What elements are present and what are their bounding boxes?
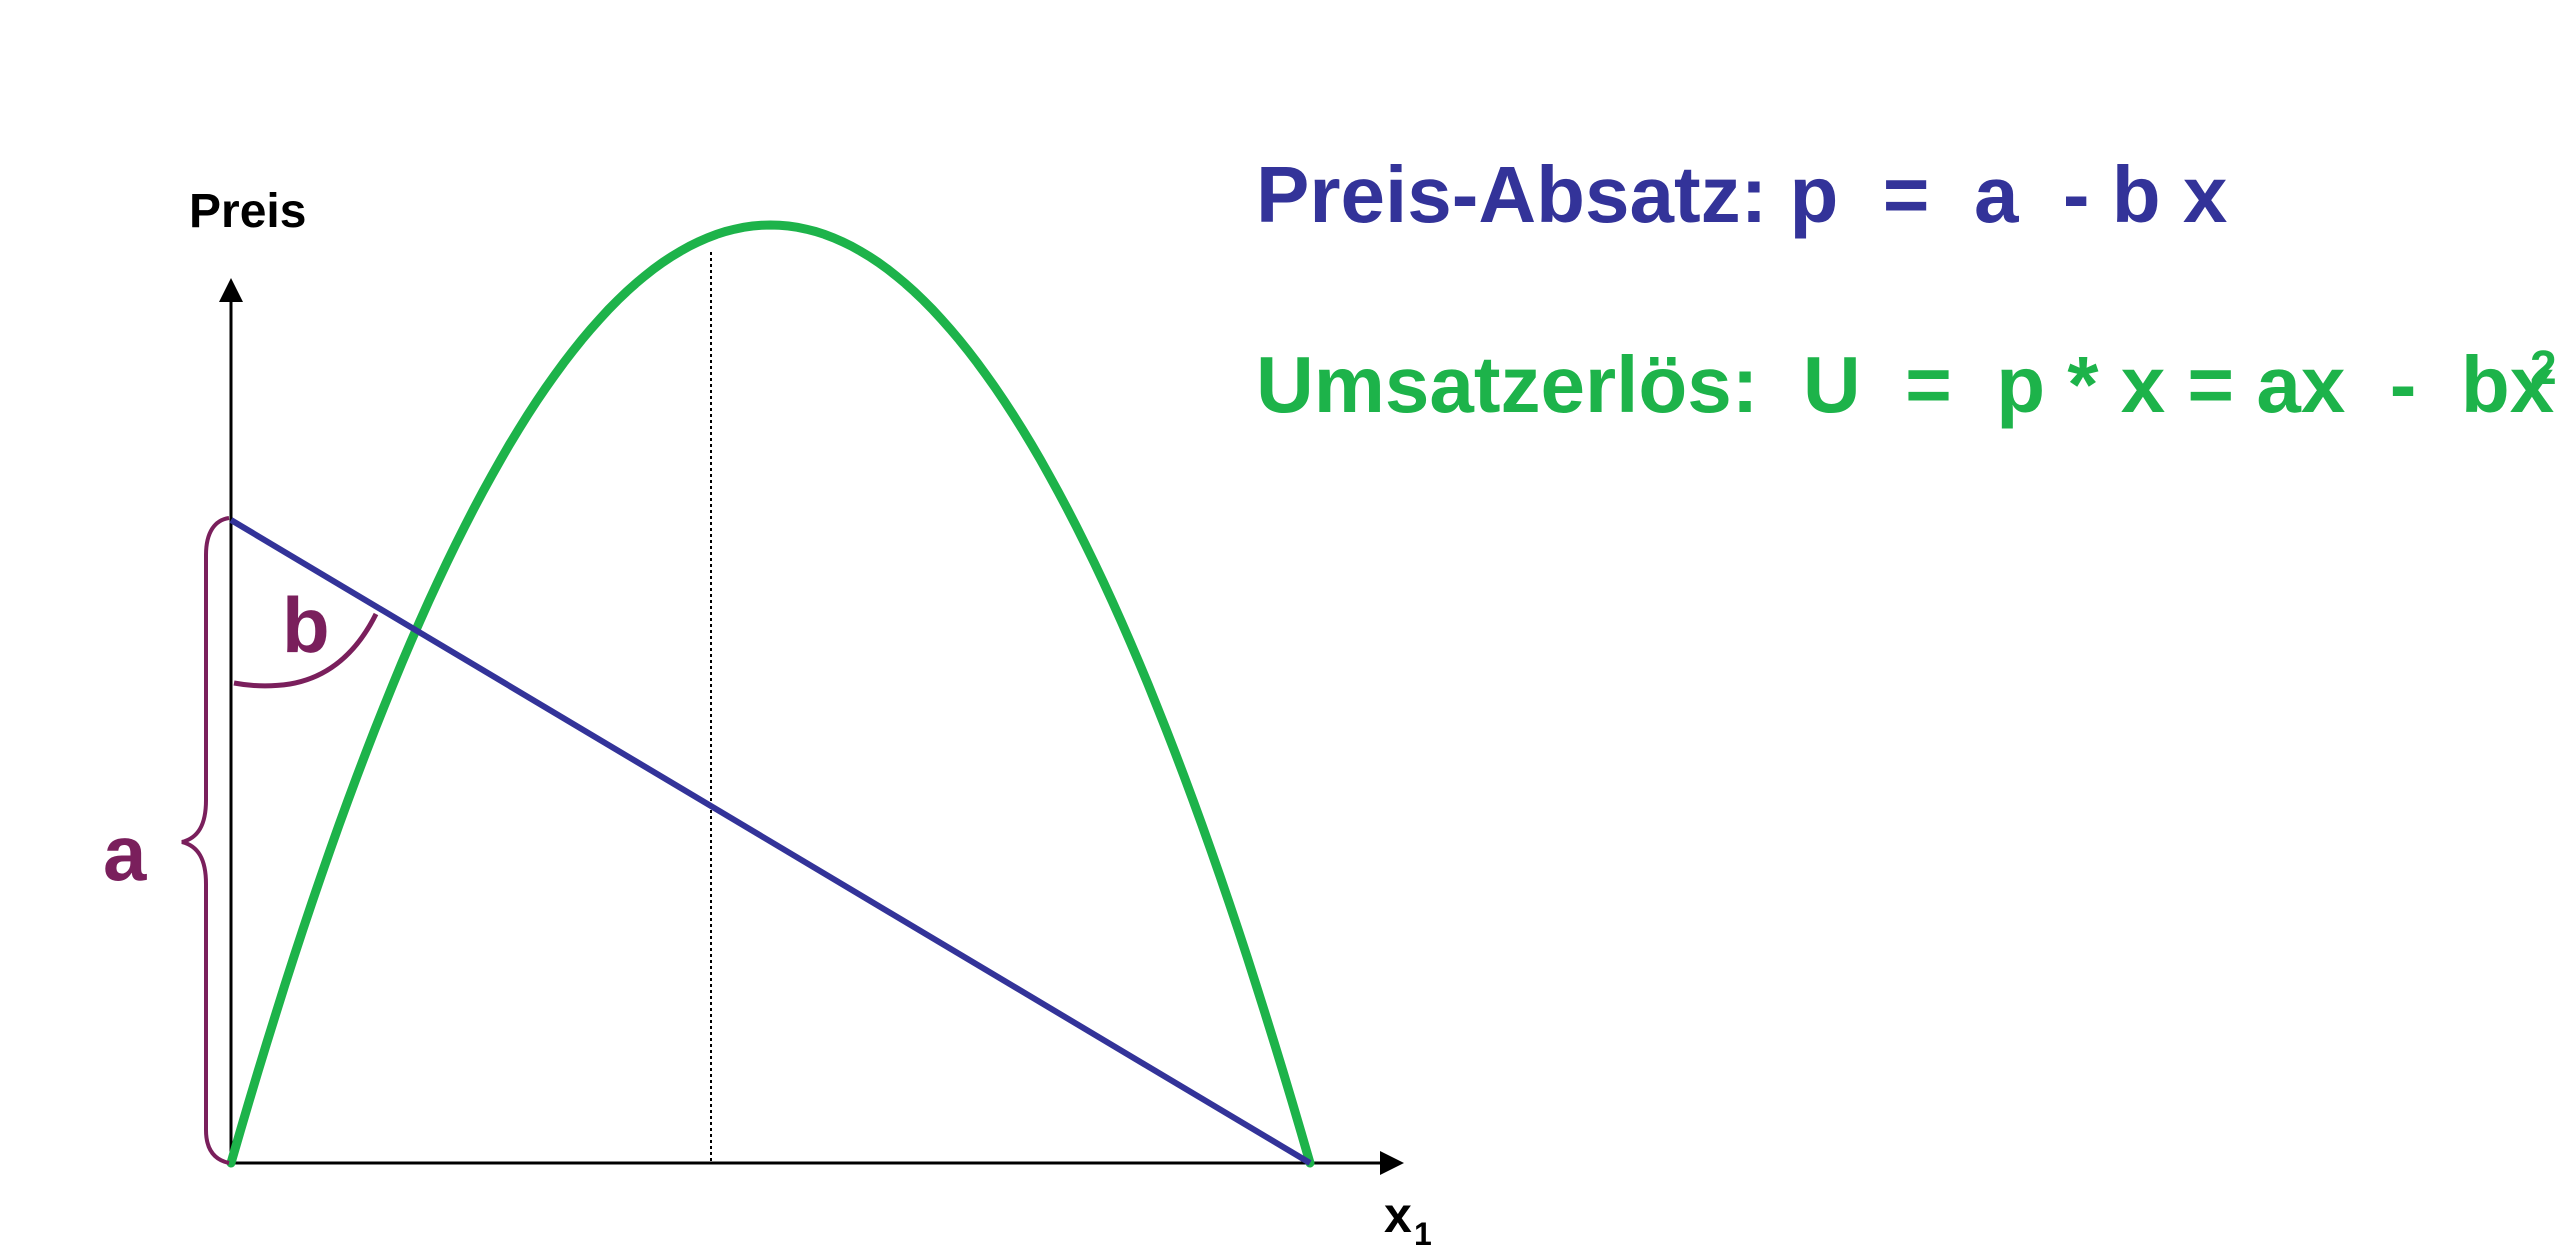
revenue-formula-superscript: 2: [2530, 342, 2557, 395]
revenue-formula: Umsatzerlös: U = p * x = ax - bx: [1256, 340, 2554, 429]
y-axis-arrow-icon: [219, 278, 243, 302]
slope-label: b: [282, 581, 330, 669]
x-axis-label: x: [1384, 1187, 1412, 1243]
price-sales-formula: Preis-Absatz: p = a - b x: [1256, 150, 2227, 239]
revenue-curve: [226, 220, 1315, 1168]
x-axis-subscript: 1: [1414, 1216, 1432, 1252]
x-axis-arrow-icon: [1380, 1151, 1404, 1175]
intercept-label: a: [103, 809, 147, 897]
y-axis-label: Preis: [189, 185, 306, 238]
intercept-brace: [181, 516, 230, 1165]
slope-arc: [233, 612, 379, 689]
price-sales-line: [229, 517, 1312, 1166]
